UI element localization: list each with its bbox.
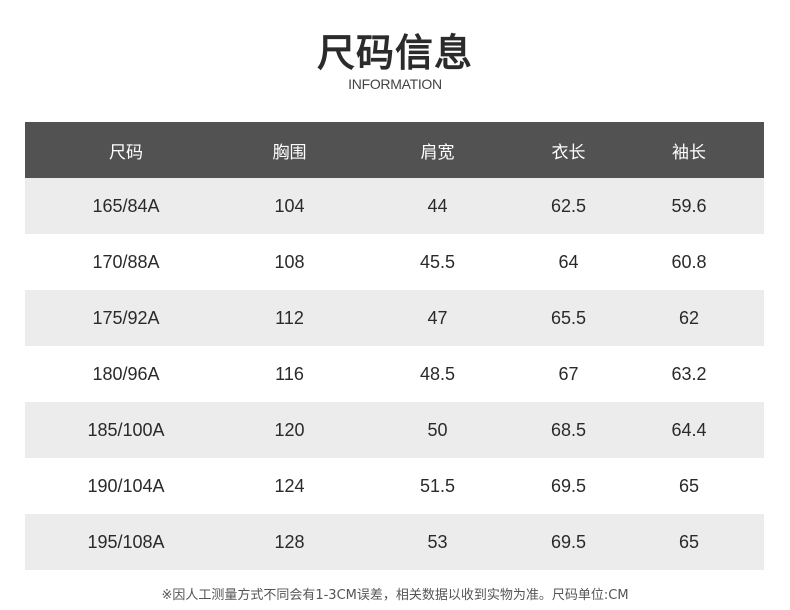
cell-sleeve: 62: [678, 307, 700, 328]
cell-length: 69.5: [550, 531, 587, 552]
cell-sleeve: 63.2: [671, 363, 707, 384]
cell-size: 190/104A: [87, 475, 165, 496]
cell-shoulder: 51.5: [419, 475, 456, 496]
cell-length: 68.5: [550, 419, 587, 440]
table-row: 165/84A 104 44 62.5 59.6: [25, 178, 764, 234]
table-row: 170/88A 108 45.5 64 60.8: [25, 234, 764, 290]
table-row: 185/100A 120 50 68.5 64.4: [25, 402, 764, 458]
cell-chest: 128: [274, 531, 305, 552]
header-sleeve: 袖长: [672, 142, 706, 163]
cell-size: 170/88A: [92, 251, 160, 272]
cell-chest: 108: [274, 251, 305, 272]
cell-size: 180/96A: [92, 363, 160, 384]
cell-size: 175/92A: [92, 307, 160, 328]
header-size: 尺码: [109, 142, 143, 163]
cell-length: 62.5: [550, 195, 587, 216]
table-row: 180/96A 116 48.5 67 63.2: [25, 346, 764, 402]
cell-chest: 104: [274, 195, 305, 216]
table-row: 190/104A 124 51.5 69.5 65: [25, 458, 764, 514]
header-shoulder: 肩宽: [420, 142, 455, 163]
cell-sleeve: 59.6: [671, 195, 707, 216]
cell-size: 195/108A: [87, 531, 165, 552]
cell-chest: 116: [275, 363, 304, 384]
cell-sleeve: 64.4: [671, 419, 707, 440]
page-title: 尺码信息: [316, 31, 473, 75]
table-row: 175/92A 112 47 65.5 62: [25, 290, 764, 346]
cell-size: 165/84A: [92, 195, 160, 216]
cell-chest: 124: [274, 475, 305, 496]
cell-sleeve: 65: [678, 531, 700, 552]
cell-length: 65.5: [550, 307, 587, 328]
page-subtitle: INFORMATION: [348, 76, 442, 92]
cell-length: 69.5: [550, 475, 587, 496]
table-row: 195/108A 128 53 69.5 65: [25, 514, 764, 570]
measurement-note: ※因人工测量方式不同会有1-3CM误差，相关数据以收到实物为准。尺码单位:CM: [161, 588, 629, 603]
cell-shoulder: 50: [427, 419, 448, 440]
cell-shoulder: 44: [427, 195, 448, 216]
cell-sleeve: 60.8: [671, 251, 707, 272]
header-length: 衣长: [551, 142, 586, 163]
cell-length: 64: [558, 251, 579, 272]
cell-chest: 112: [275, 307, 304, 328]
cell-size: 185/100A: [87, 419, 165, 440]
cell-sleeve: 65: [678, 475, 700, 496]
cell-length: 67: [558, 363, 579, 384]
cell-shoulder: 45.5: [419, 251, 456, 272]
size-table: 尺码 胸围 肩宽 衣长 袖长 165/84A 104 44 62.5 59.6 170/8…: [25, 122, 764, 570]
cell-shoulder: 53: [427, 531, 448, 552]
cell-shoulder: 47: [427, 307, 448, 328]
table-header-row: 尺码 胸围 肩宽 衣长 袖长: [25, 122, 764, 178]
cell-chest: 120: [274, 419, 305, 440]
header-chest: 胸围: [272, 142, 307, 163]
cell-shoulder: 48.5: [419, 363, 456, 384]
